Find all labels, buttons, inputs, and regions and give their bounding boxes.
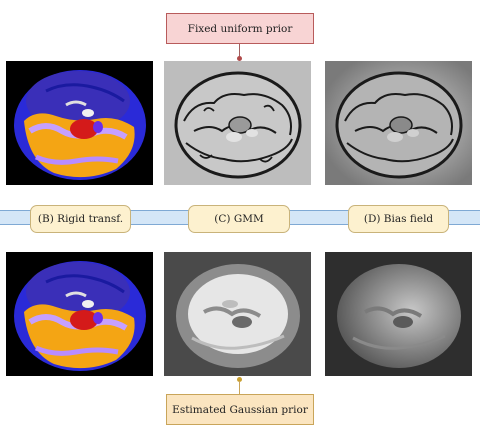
panel-top-gmm [164, 61, 311, 185]
panel-bottom-gmm [164, 252, 311, 376]
estimated-gaussian-prior-label: Estimated Gaussian prior [172, 403, 308, 416]
estimated-gaussian-prior-box: Estimated Gaussian prior [166, 394, 314, 425]
stage-label-gmm: (C) GMM [188, 205, 290, 233]
stage-label-bias-text: (D) Bias field [363, 213, 434, 225]
bottom-connector-dot [237, 377, 242, 382]
stage-label-gmm-text: (C) GMM [214, 213, 264, 225]
panel-top-segmentation [6, 61, 153, 185]
panel-bottom-bias [325, 252, 472, 376]
panel-bottom-segmentation [6, 252, 153, 376]
panel-top-bias [325, 61, 472, 185]
bottom-connector-line [239, 381, 240, 395]
stage-label-rigid-text: (B) Rigid transf. [37, 213, 124, 225]
top-connector-line [239, 44, 240, 58]
fixed-uniform-prior-label: Fixed uniform prior [187, 22, 293, 35]
stage-label-bias: (D) Bias field [348, 205, 449, 233]
top-connector-dot [237, 56, 242, 61]
stage-label-rigid: (B) Rigid transf. [30, 205, 131, 233]
fixed-uniform-prior-box: Fixed uniform prior [166, 13, 314, 44]
